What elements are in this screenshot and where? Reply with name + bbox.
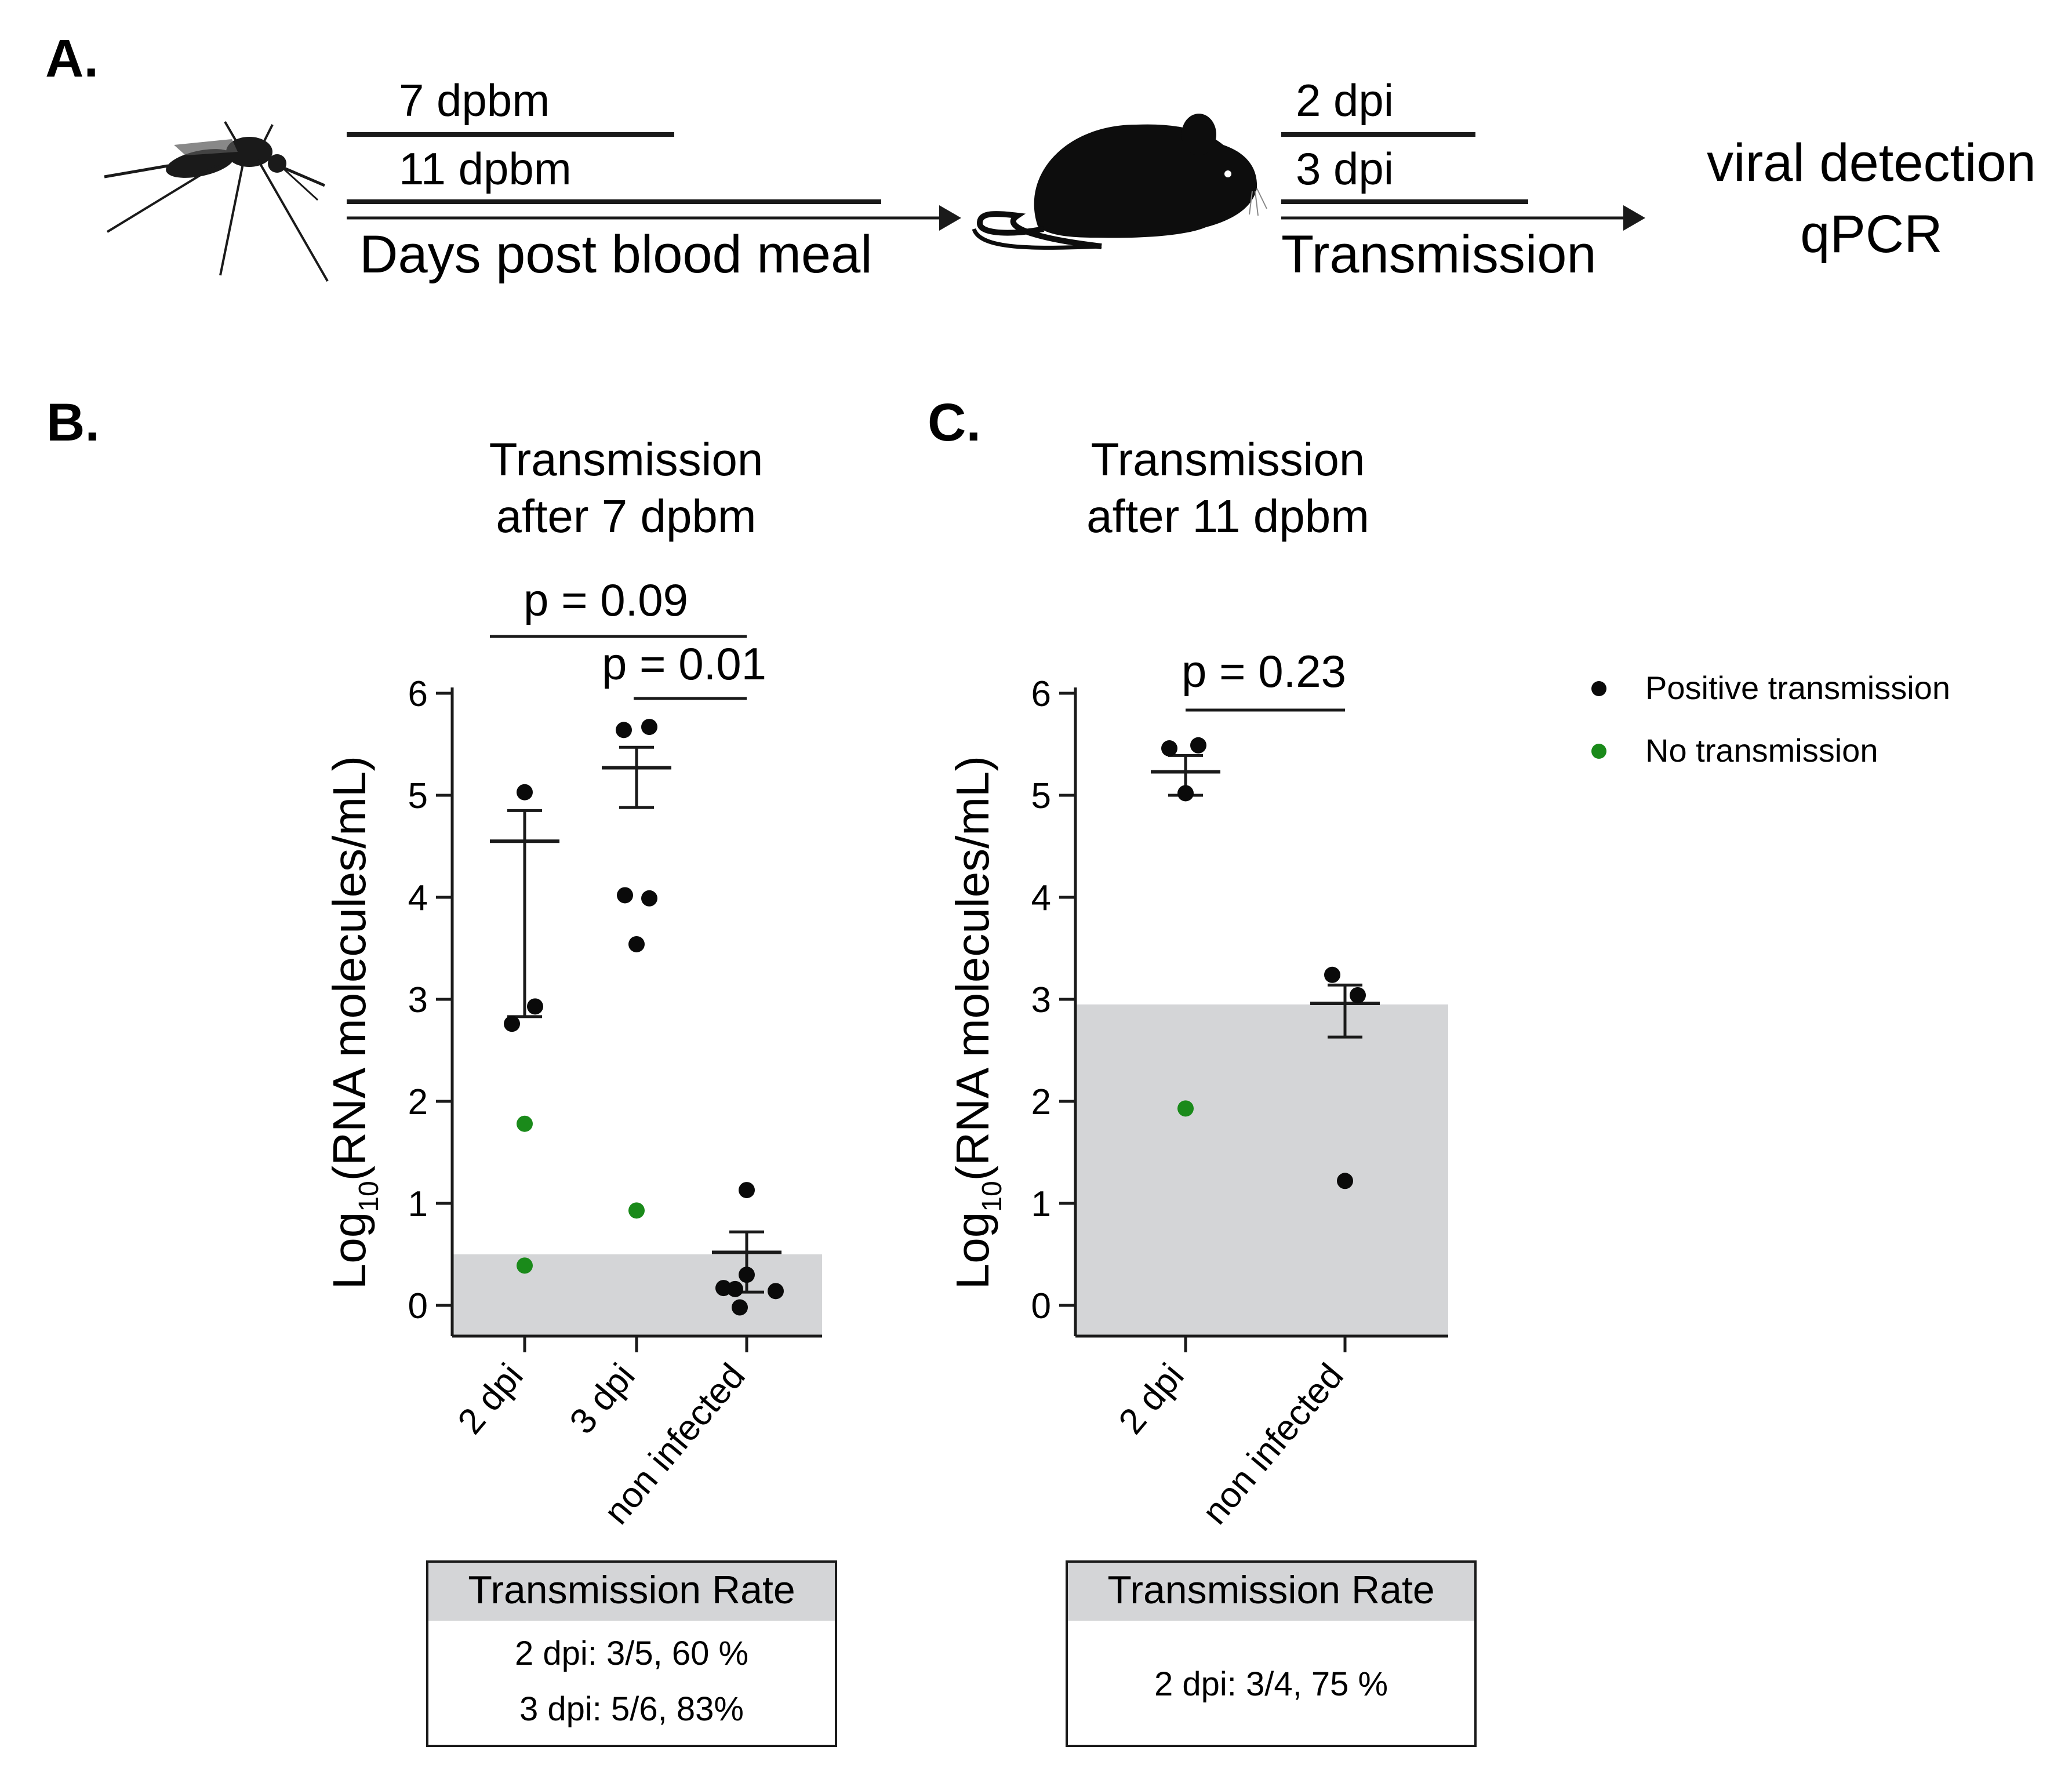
x-tick-label: non infected [1195, 1356, 1351, 1532]
chart-title-line1: Transmission [489, 434, 764, 485]
y-axis-label: Log10(RNA molecules/mL) [947, 756, 1008, 1289]
rate-box-line: 2 dpi: 3/4, 75 % [1154, 1665, 1388, 1703]
timeline-arrowhead-1 [939, 205, 961, 231]
data-point [732, 1299, 748, 1316]
panel-label: B. [46, 393, 100, 452]
data-point [616, 722, 632, 738]
y-tick-label: 2 [408, 1082, 428, 1122]
timeline-arrow-2-label: Transmission [1281, 225, 1597, 284]
rate-box-line: 2 dpi: 3/5, 60 % [515, 1635, 748, 1672]
data-point [1337, 1173, 1353, 1189]
y-tick-label: 2 [1031, 1082, 1051, 1122]
data-point [517, 1257, 533, 1274]
comparison-p-value: p = 0.01 [602, 638, 766, 689]
rate-box-header-bg [428, 1563, 835, 1621]
data-point [739, 1267, 755, 1283]
timeline-arrowhead-2 [1623, 205, 1645, 231]
y-tick-label: 4 [1031, 878, 1051, 918]
chart-title-line1: Transmission [1091, 434, 1365, 485]
legend-negative-marker [1591, 744, 1606, 759]
legend-positive-label: Positive transmission [1645, 669, 1950, 706]
data-point [628, 936, 645, 952]
data-point [768, 1283, 784, 1300]
data-point [617, 887, 633, 904]
comparison-p-value: p = 0.09 [524, 574, 688, 625]
detection-label-line2: qPCR [1800, 205, 1942, 264]
data-point [517, 1115, 533, 1132]
x-tick-label: 3 dpi [562, 1356, 642, 1442]
timeline-2dpi-label: 2 dpi [1296, 75, 1394, 126]
data-point [1324, 966, 1340, 983]
data-point [1177, 1100, 1194, 1117]
chart-title-line2: after 11 dpbm [1086, 490, 1369, 542]
timeline-11dpbm-label: 11 dpbm [399, 143, 572, 194]
rate-box-header-bg [1068, 1563, 1474, 1621]
y-tick-label: 0 [408, 1286, 428, 1326]
timeline-arrow-1-label: Days post blood meal [359, 225, 873, 284]
limit-of-detection-shade [452, 1254, 822, 1336]
legend-negative-label: No transmission [1645, 732, 1878, 769]
detection-label-line1: viral detection [1707, 133, 2036, 192]
y-tick-label: 5 [1031, 776, 1051, 816]
chart-title-line2: after 7 dpbm [496, 490, 756, 542]
rate-box-header: Transmission Rate [468, 1568, 795, 1612]
y-tick-label: 0 [1031, 1286, 1051, 1326]
panel-label: C. [928, 393, 981, 452]
x-tick-label: 2 dpi [1111, 1356, 1191, 1442]
legend-positive-marker [1591, 681, 1606, 696]
y-tick-label: 6 [408, 674, 428, 714]
y-tick-label: 3 [1031, 980, 1051, 1020]
data-point [1350, 987, 1366, 1003]
y-tick-label: 6 [1031, 674, 1051, 714]
rate-box-header: Transmission Rate [1107, 1568, 1434, 1612]
timeline-3dpi-label: 3 dpi [1296, 143, 1394, 194]
data-point [715, 1280, 732, 1297]
comparison-p-value: p = 0.23 [1182, 646, 1346, 697]
data-point [641, 890, 657, 907]
panel-a-label: A. [45, 29, 99, 88]
data-point [1161, 740, 1177, 757]
data-point [628, 1202, 645, 1219]
y-tick-label: 1 [1031, 1184, 1051, 1224]
rate-box-line: 3 dpi: 5/6, 83% [519, 1690, 744, 1728]
x-tick-label: 2 dpi [450, 1356, 530, 1442]
y-tick-label: 3 [408, 980, 428, 1020]
timeline-7dpbm-label: 7 dpbm [399, 75, 550, 126]
mouse-icon [972, 114, 1267, 250]
mosquito-icon [104, 121, 329, 282]
data-point [527, 998, 543, 1015]
data-point [504, 1016, 520, 1032]
data-point [727, 1280, 743, 1297]
data-point [1190, 737, 1206, 754]
y-tick-label: 4 [408, 878, 428, 918]
data-point [739, 1182, 755, 1199]
data-point [641, 719, 657, 736]
data-point [517, 784, 533, 800]
y-tick-label: 5 [408, 776, 428, 816]
data-point [1177, 785, 1194, 802]
y-axis-label: Log10(RNA molecules/mL) [323, 756, 384, 1289]
limit-of-detection-shade [1075, 1004, 1448, 1336]
y-tick-label: 1 [408, 1184, 428, 1224]
